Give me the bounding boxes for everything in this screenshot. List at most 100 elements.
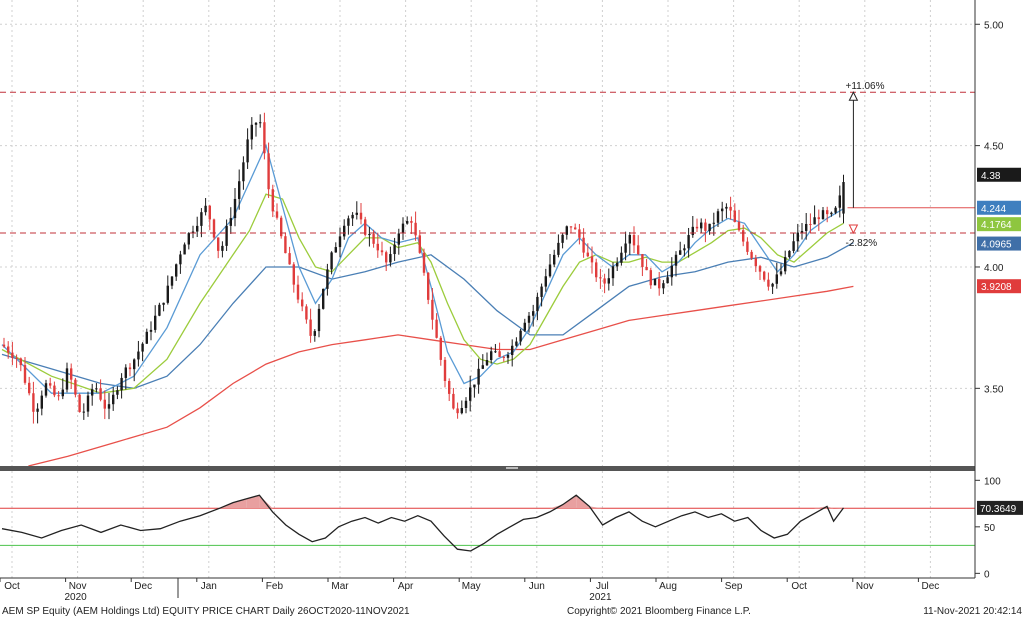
candle-body: [347, 218, 350, 226]
candle-body: [590, 256, 594, 263]
candle-body: [355, 212, 358, 215]
candle-body: [586, 252, 589, 257]
candle-body: [86, 395, 90, 412]
candle-body: [250, 124, 253, 140]
footer-timestamp: 11-Nov-2021 20:42:14: [923, 606, 1022, 617]
month-label: Dec: [134, 581, 152, 592]
candle-body: [53, 385, 56, 396]
candle-body: [183, 244, 186, 255]
candle-body: [187, 233, 190, 245]
month-label: Jan: [201, 581, 217, 592]
rsi-overbought-fill: [549, 504, 563, 509]
candle-body: [746, 241, 749, 252]
reference-lines: +11.06% -2.82%: [0, 81, 975, 249]
candle-body: [821, 210, 825, 220]
separator-handle[interactable]: [506, 467, 518, 469]
candle-body: [288, 253, 291, 265]
candle-body: [628, 234, 631, 244]
price-tag-label: 4.0965: [981, 240, 1012, 251]
rsi-overbought-fill: [827, 506, 834, 509]
candle-body: [254, 122, 258, 125]
candle-body: [107, 404, 111, 409]
month-label: Jul: [596, 581, 609, 592]
candle-body: [435, 319, 438, 338]
candle-body: [473, 384, 476, 388]
candle-body: [578, 229, 581, 238]
candle-body: [771, 283, 774, 287]
candle-body: [490, 351, 493, 361]
candle-body: [611, 266, 615, 279]
month-axis: Oct Nov Dec Jan Feb Mar Apr May Jun Jul Aug Sep Oct N…: [0, 578, 939, 603]
candle-body: [679, 250, 682, 255]
year-label: 2021: [589, 592, 612, 603]
candle-body: [645, 266, 648, 271]
candle-body: [61, 389, 64, 397]
rsi-grid: [0, 471, 975, 578]
month-label: Oct: [4, 581, 20, 592]
down-arrow-head: [848, 224, 859, 235]
candle-body: [809, 224, 812, 226]
candle-body: [263, 122, 266, 154]
last-candle-body: [842, 182, 845, 214]
candle-body: [99, 388, 102, 400]
candle-body: [805, 224, 808, 231]
month-label: May: [462, 581, 481, 592]
candle-body: [19, 358, 22, 366]
candle-body: [670, 265, 673, 278]
candle-body: [565, 226, 568, 235]
candle-body: [754, 258, 757, 267]
candle-body: [95, 388, 98, 390]
candle-body: [162, 302, 165, 305]
candle-body: [784, 257, 787, 272]
month-label: Jun: [529, 581, 545, 592]
candle-body: [553, 254, 556, 265]
candle-body: [800, 230, 804, 233]
candle-body: [523, 322, 526, 331]
candles: [2, 112, 845, 424]
candle-body: [2, 344, 6, 347]
candle-body: [649, 270, 652, 286]
candle-body: [641, 254, 644, 267]
footer-title: AEM SP Equity (AEM Holdings Ltd) EQUITY …: [2, 606, 410, 617]
candle-body: [599, 277, 602, 279]
month-label: Feb: [266, 581, 284, 592]
candle-body: [317, 308, 321, 332]
candle-body: [78, 394, 81, 413]
rsi-axis: 0 50 100: [975, 476, 1001, 580]
price-tag-label: 3.9208: [981, 282, 1012, 293]
rsi-tag-label: 70.3649: [980, 504, 1017, 515]
rsi-overbought-fill: [563, 495, 577, 509]
candle-body: [792, 241, 795, 251]
candle-body: [700, 222, 703, 229]
candle-body: [763, 271, 766, 280]
candle-body: [716, 211, 720, 223]
candle-body: [838, 195, 841, 208]
candle-body: [527, 315, 531, 323]
candle-body: [422, 252, 426, 273]
candle-body: [477, 368, 480, 385]
candle-body: [49, 383, 52, 386]
candle-body: [439, 337, 442, 360]
up-arrow-head: [848, 91, 859, 101]
ma-200-line: [28, 285, 854, 467]
candle-body: [221, 245, 224, 251]
price-tag-label: 4.244: [981, 204, 1006, 215]
candle-body: [296, 284, 300, 300]
candle-body: [15, 357, 18, 359]
candle-body: [427, 272, 430, 300]
candle-body: [334, 247, 337, 253]
candle-body: [238, 181, 241, 199]
candle-body: [683, 248, 686, 251]
candle-body: [338, 236, 342, 248]
candle-body: [620, 252, 623, 263]
candle-body: [36, 408, 39, 412]
candle-body: [616, 262, 619, 267]
candle-body: [603, 278, 606, 284]
pane-separator[interactable]: [0, 466, 975, 471]
candle-body: [191, 231, 195, 234]
candle-body: [74, 379, 77, 395]
candle-body: [729, 206, 732, 211]
price-tag-label: 4.1764: [981, 220, 1012, 231]
candle-body: [481, 365, 484, 369]
rsi-tick-label: 0: [984, 569, 990, 580]
